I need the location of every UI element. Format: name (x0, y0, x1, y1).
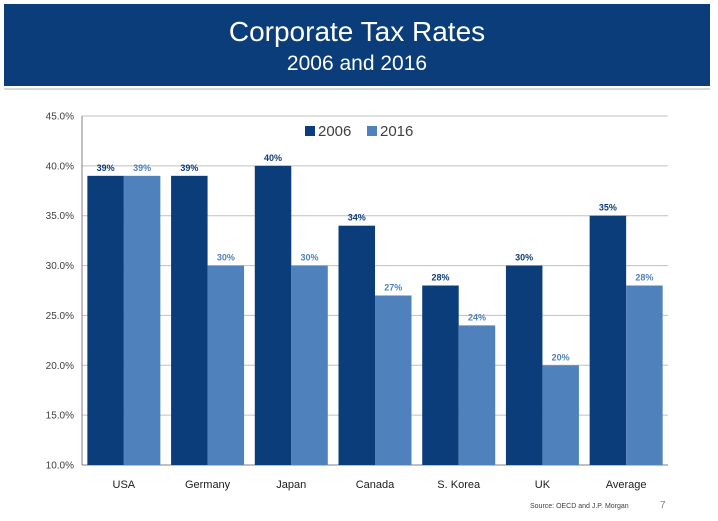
y-tick-label: 35.0% (46, 211, 74, 222)
category-label: Canada (356, 479, 395, 491)
data-label: 27% (384, 282, 402, 292)
data-label: 30% (515, 253, 533, 263)
data-label: 20% (552, 352, 570, 362)
data-label: 30% (217, 253, 235, 263)
category-label: Average (606, 479, 647, 491)
bar-2006-average (589, 215, 627, 465)
header-divider (4, 88, 710, 90)
page-number: 7 (660, 500, 666, 511)
category-label: S. Korea (437, 479, 481, 491)
source-note: Source: OECD and J.P. Morgan (530, 503, 629, 510)
footer: Source: OECD and J.P. Morgan 7 (0, 500, 718, 514)
legend-swatch-2016 (367, 126, 377, 136)
data-label: 30% (301, 253, 319, 263)
data-label: 28% (431, 273, 449, 283)
y-tick-label: 20.0% (46, 361, 74, 372)
bar-2006-s-korea (422, 285, 459, 465)
bar-2006-usa (87, 175, 124, 466)
bar-2016-canada (375, 295, 412, 465)
bar-2016-average (626, 285, 663, 465)
bar-2006-germany (171, 175, 208, 466)
y-tick-label: 15.0% (46, 411, 74, 422)
category-label: Germany (185, 479, 231, 491)
bar-2016-s-korea (458, 325, 496, 465)
y-tick-label: 25.0% (46, 311, 74, 322)
legend-label: 2006 (318, 123, 351, 140)
category-label: UK (535, 479, 551, 491)
data-label: 24% (468, 312, 486, 322)
y-tick-label: 10.0% (46, 461, 74, 472)
y-tick-label: 30.0% (46, 261, 74, 272)
y-tick-label: 40.0% (46, 161, 74, 172)
y-tick-label: 45.0% (46, 112, 74, 123)
data-label: 39% (180, 163, 198, 173)
data-label: 28% (635, 273, 653, 283)
legend-label: 2016 (380, 123, 413, 140)
data-label: 35% (599, 203, 617, 213)
chart-title: Corporate Tax Rates (228, 16, 486, 47)
bar-2006-japan (254, 165, 292, 465)
bar-2006-uk (505, 265, 543, 465)
category-label: USA (113, 479, 136, 491)
category-label: Japan (276, 479, 306, 491)
data-label: 34% (348, 213, 366, 223)
bar-2016-usa (123, 175, 161, 466)
legend-swatch-2006 (305, 126, 315, 136)
title-banner: Corporate Tax Rates 2006 and 2016 (4, 4, 710, 86)
data-label: 40% (264, 153, 282, 163)
data-label: 39% (97, 163, 115, 173)
bar-2016-uk (542, 365, 579, 465)
chart-subtitle: 2006 and 2016 (286, 52, 428, 75)
bar-2006-canada (338, 225, 375, 465)
data-label: 39% (133, 163, 151, 173)
bar-2016-germany (207, 265, 245, 465)
bar-2016-japan (291, 265, 328, 465)
